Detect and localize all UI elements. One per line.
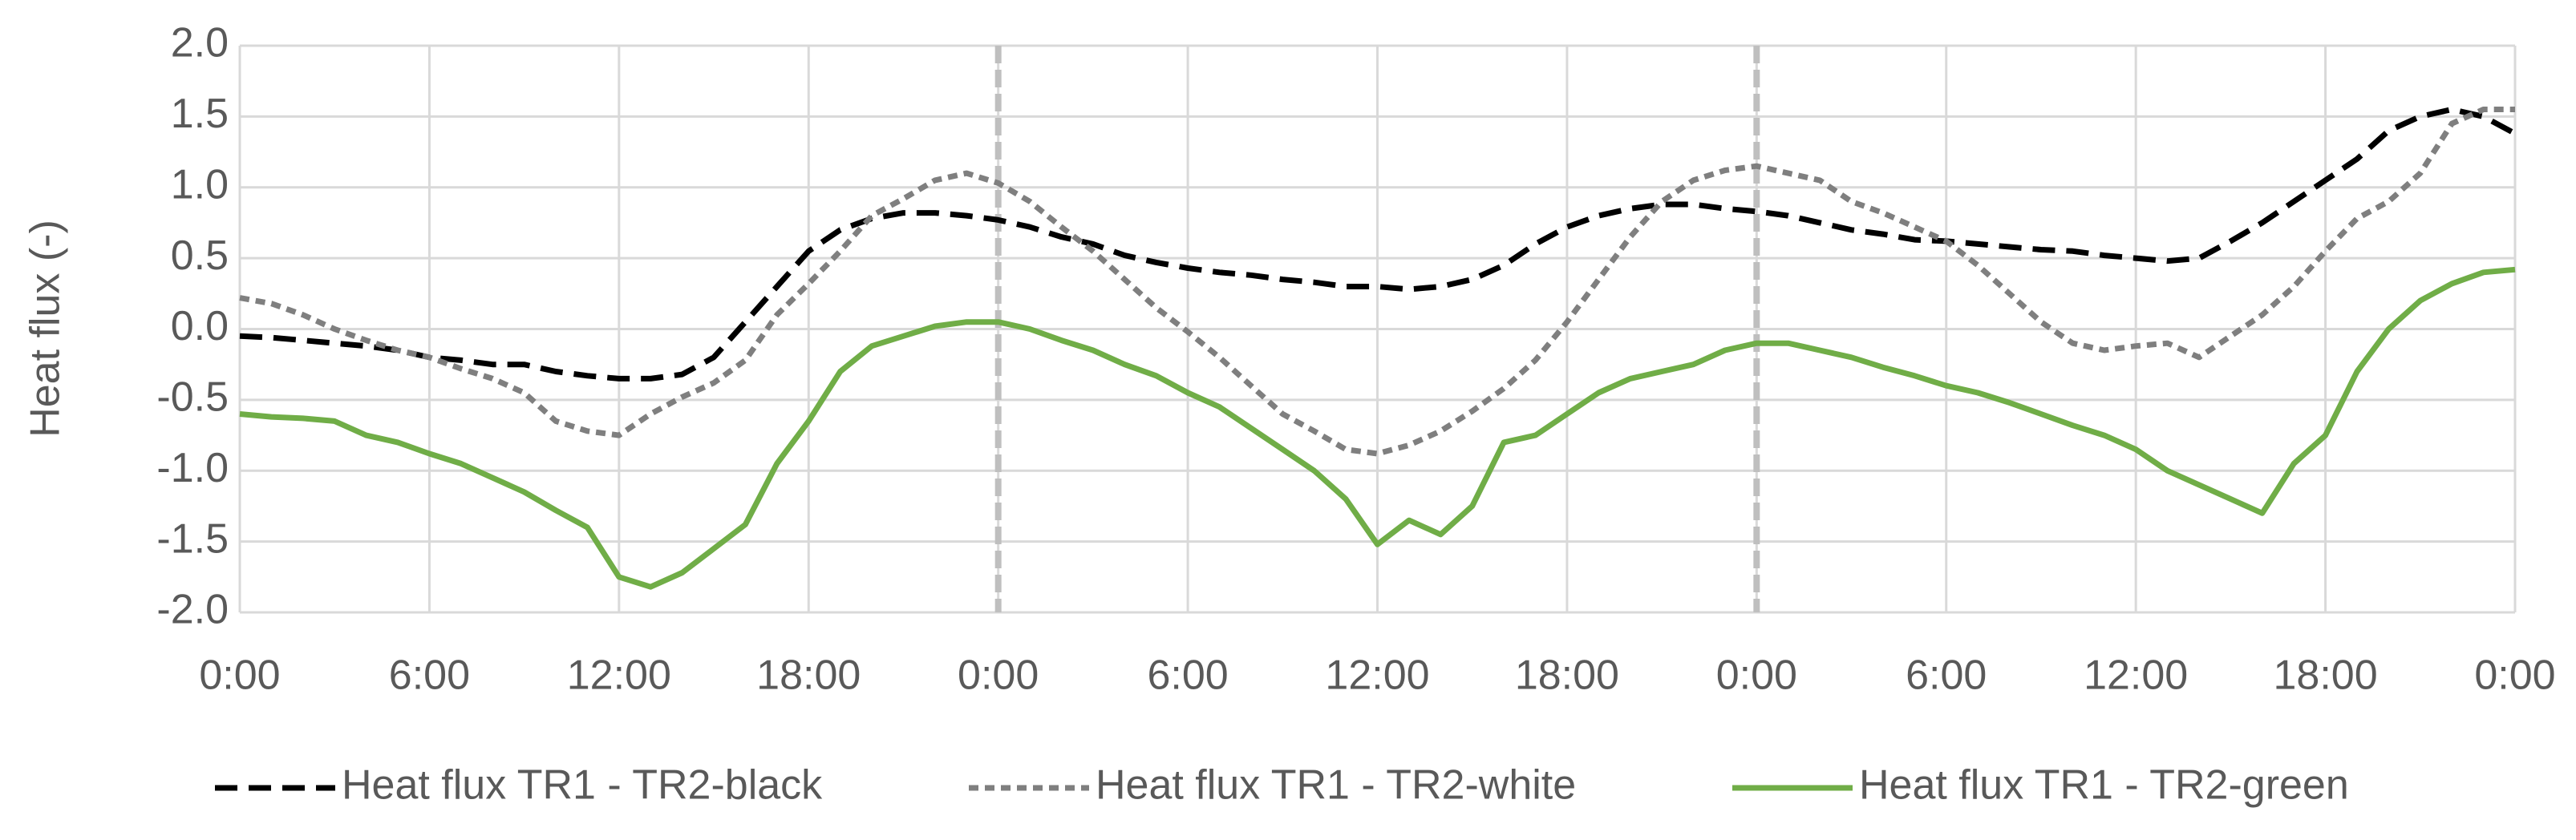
y-tick-label: 2.0 xyxy=(171,20,229,67)
y-tick-label: 0.0 xyxy=(171,303,229,349)
x-tick-label: 6:00 xyxy=(1906,652,1987,699)
y-tick-label: -1.5 xyxy=(156,515,229,562)
y-tick-label: -1.0 xyxy=(156,445,229,491)
x-tick-label: 12:00 xyxy=(567,652,671,699)
x-tick-label: 12:00 xyxy=(2084,652,2188,699)
x-tick-label: 0:00 xyxy=(1716,652,1797,699)
y-axis-title: Heat flux (-) xyxy=(22,220,69,438)
legend-label: Heat flux TR1 - TR2-white xyxy=(1096,762,1576,809)
legend-label: Heat flux TR1 - TR2-green xyxy=(1859,762,2349,809)
x-tick-label: 6:00 xyxy=(389,652,470,699)
data-line xyxy=(239,107,2515,457)
x-tick-label: 12:00 xyxy=(1325,652,1429,699)
legend-label: Heat flux TR1 - TR2-black xyxy=(342,762,823,809)
data-line xyxy=(239,266,2516,590)
y-tick-label: 0.5 xyxy=(171,232,229,279)
y-tick-label: 1.0 xyxy=(171,161,229,208)
y-tick-label: 1.5 xyxy=(171,91,229,137)
x-tick-label: 18:00 xyxy=(1515,652,1619,699)
x-tick-label: 0:00 xyxy=(199,652,280,699)
y-tick-label: -0.5 xyxy=(156,374,229,421)
x-tick-label: 0:00 xyxy=(958,652,1039,699)
x-tick-label: 0:00 xyxy=(2474,652,2555,699)
y-tick-label: -2.0 xyxy=(156,587,229,633)
data-line xyxy=(239,107,2517,382)
x-tick-label: 18:00 xyxy=(756,652,861,699)
x-tick-label: 18:00 xyxy=(2274,652,2378,699)
x-tick-label: 6:00 xyxy=(1147,652,1228,699)
